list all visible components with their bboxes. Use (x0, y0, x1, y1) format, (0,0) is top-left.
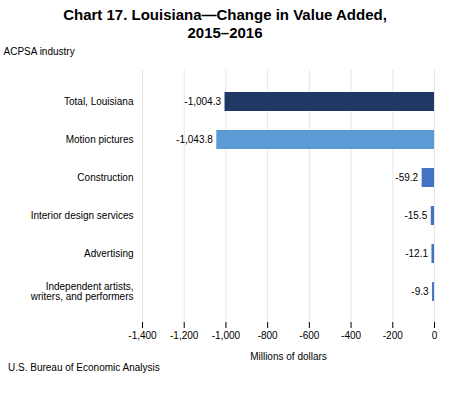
svg-text:-1,004.3: -1,004.3 (184, 96, 221, 107)
svg-text:-1,400: -1,400 (128, 330, 157, 341)
html-text:Chart 17. Louisiana—Change in: Chart 17. Louisiana—Change in Value Adde… (63, 6, 387, 41)
svg-text:-1,000: -1,000 (212, 330, 241, 341)
svg-text:0: 0 (432, 330, 438, 341)
svg-text:Independent artists,writers, a: Independent artists,writers, and perform… (30, 281, 134, 302)
svg-text:-1,200: -1,200 (170, 330, 199, 341)
svg-text:Total, Louisiana: Total, Louisiana (64, 96, 134, 107)
svg-text:Motion pictures: Motion pictures (66, 134, 134, 145)
html-text:U.S. Bureau of Economic Analys: U.S. Bureau of Economic Analysis (8, 362, 160, 373)
svg-text:Millions of dollars: Millions of dollars (250, 351, 327, 362)
svg-text:-9.3: -9.3 (411, 286, 429, 297)
svg-text:Advertising: Advertising (84, 248, 133, 259)
svg-text:-1,043.8: -1,043.8 (176, 134, 213, 145)
svg-text:-600: -600 (299, 330, 319, 341)
svg-text:Construction: Construction (77, 172, 133, 183)
svg-text:-400: -400 (341, 330, 361, 341)
svg-text:ACPSA industry: ACPSA industry (4, 46, 75, 57)
svg-text:-15.5: -15.5 (404, 210, 427, 221)
svg-text:-200: -200 (383, 330, 403, 341)
svg-text:-59.2: -59.2 (395, 172, 418, 183)
svg-text:-800: -800 (258, 330, 278, 341)
svg-text:Interior design services: Interior design services (31, 210, 134, 221)
svg-text:-12.1: -12.1 (405, 248, 428, 259)
